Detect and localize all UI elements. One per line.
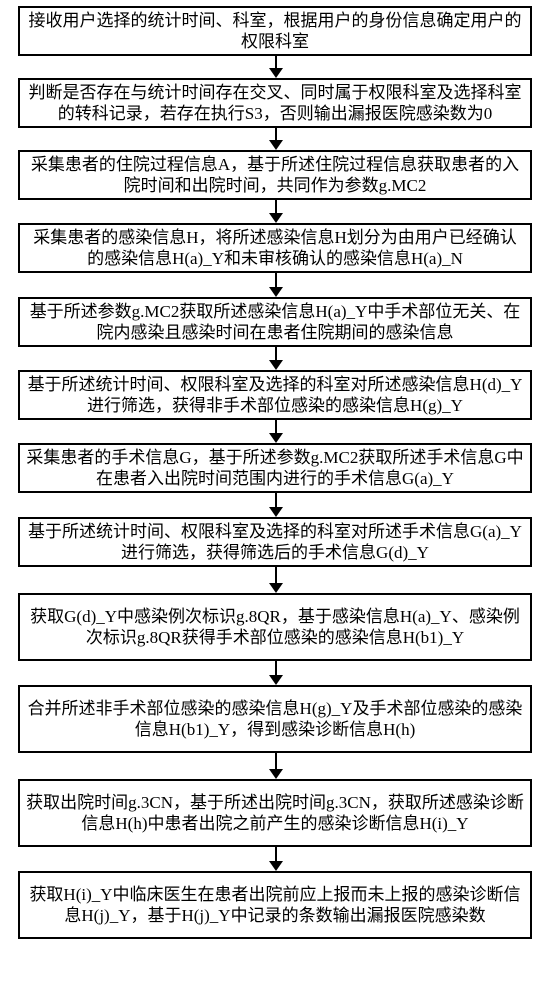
flow-node-1: 接收用户选择的统计时间、科室，根据用户的身份信息确定用户的权限科室	[18, 6, 532, 56]
flow-node-11: 获取出院时间g.3CN，基于所述出院时间g.3CN，获取所述感染诊断信息H(h)…	[18, 779, 532, 847]
arrow-head-icon	[269, 213, 283, 223]
arrow-head-icon	[269, 360, 283, 370]
flow-node-text: 基于所述统计时间、权限科室及选择的科室对所述感染信息H(d)_Y进行筛选，获得非…	[26, 374, 524, 417]
flow-arrow	[269, 200, 283, 223]
arrow-head-icon	[269, 287, 283, 297]
flow-node-5: 基于所述参数g.MC2获取所述感染信息H(a)_Y中手术部位无关、在院内感染且感…	[18, 297, 532, 347]
flow-node-2: 判断是否存在与统计时间存在交叉、同时属于权限科室及选择科室的转科记录，若存在执行…	[18, 78, 532, 128]
flow-arrow	[269, 753, 283, 779]
flow-arrow	[269, 420, 283, 443]
flow-node-7: 采集患者的手术信息G，基于所述参数g.MC2获取所述手术信息G中在患者入出院时间…	[18, 443, 532, 493]
flow-node-text: 获取出院时间g.3CN，基于所述出院时间g.3CN，获取所述感染诊断信息H(h)…	[26, 792, 524, 835]
flow-node-text: 获取H(i)_Y中临床医生在患者出院前应上报而未上报的感染诊断信息H(j)_Y，…	[26, 884, 524, 927]
flow-arrow	[269, 493, 283, 517]
flow-arrow	[269, 128, 283, 150]
arrow-shaft-icon	[275, 661, 277, 675]
arrow-head-icon	[269, 68, 283, 78]
flow-arrow	[269, 347, 283, 370]
arrow-shaft-icon	[275, 420, 277, 433]
arrow-head-icon	[269, 140, 283, 150]
flow-node-text: 采集患者的感染信息H，将所述感染信息H划分为由用户已经确认的感染信息H(a)_Y…	[26, 227, 524, 270]
flow-node-text: 判断是否存在与统计时间存在交叉、同时属于权限科室及选择科室的转科记录，若存在执行…	[26, 82, 524, 125]
flow-node-6: 基于所述统计时间、权限科室及选择的科室对所述感染信息H(d)_Y进行筛选，获得非…	[18, 370, 532, 420]
flow-arrow	[269, 273, 283, 297]
flow-node-3: 采集患者的住院过程信息A，基于所述住院过程信息获取患者的入院时间和出院时间，共同…	[18, 150, 532, 200]
arrow-head-icon	[269, 433, 283, 443]
flow-node-8: 基于所述统计时间、权限科室及选择的科室对所述手术信息G(a)_Y进行筛选，获得筛…	[18, 517, 532, 567]
flowchart-canvas: 接收用户选择的统计时间、科室，根据用户的身份信息确定用户的权限科室 判断是否存在…	[0, 0, 551, 1000]
flow-arrow	[269, 847, 283, 871]
arrow-shaft-icon	[275, 847, 277, 861]
arrow-shaft-icon	[275, 273, 277, 287]
arrow-shaft-icon	[275, 493, 277, 507]
arrow-shaft-icon	[275, 753, 277, 769]
arrow-shaft-icon	[275, 128, 277, 140]
flow-node-text: 基于所述统计时间、权限科室及选择的科室对所述手术信息G(a)_Y进行筛选，获得筛…	[26, 521, 524, 564]
flow-node-12: 获取H(i)_Y中临床医生在患者出院前应上报而未上报的感染诊断信息H(j)_Y，…	[18, 871, 532, 939]
flow-node-text: 采集患者的手术信息G，基于所述参数g.MC2获取所述手术信息G中在患者入出院时间…	[26, 447, 524, 490]
arrow-shaft-icon	[275, 567, 277, 583]
arrow-head-icon	[269, 675, 283, 685]
arrow-shaft-icon	[275, 200, 277, 213]
flow-node-text: 合并所述非手术部位感染的感染信息H(g)_Y及手术部位感染的感染信息H(b1)_…	[26, 698, 524, 741]
flow-node-4: 采集患者的感染信息H，将所述感染信息H划分为由用户已经确认的感染信息H(a)_Y…	[18, 223, 532, 273]
flow-node-text: 获取G(d)_Y中感染例次标识g.8QR，基于感染信息H(a)_Y、感染例次标识…	[26, 606, 524, 649]
flow-node-10: 合并所述非手术部位感染的感染信息H(g)_Y及手术部位感染的感染信息H(b1)_…	[18, 685, 532, 753]
arrow-head-icon	[269, 861, 283, 871]
arrow-shaft-icon	[275, 347, 277, 360]
arrow-shaft-icon	[275, 56, 277, 68]
flow-node-text: 基于所述参数g.MC2获取所述感染信息H(a)_Y中手术部位无关、在院内感染且感…	[26, 301, 524, 344]
flow-node-text: 接收用户选择的统计时间、科室，根据用户的身份信息确定用户的权限科室	[26, 10, 524, 53]
arrow-head-icon	[269, 769, 283, 779]
flow-node-text: 采集患者的住院过程信息A，基于所述住院过程信息获取患者的入院时间和出院时间，共同…	[26, 154, 524, 197]
flow-node-9: 获取G(d)_Y中感染例次标识g.8QR，基于感染信息H(a)_Y、感染例次标识…	[18, 593, 532, 661]
arrow-head-icon	[269, 507, 283, 517]
flow-arrow	[269, 567, 283, 593]
flow-arrow	[269, 56, 283, 78]
flow-arrow	[269, 661, 283, 685]
arrow-head-icon	[269, 583, 283, 593]
